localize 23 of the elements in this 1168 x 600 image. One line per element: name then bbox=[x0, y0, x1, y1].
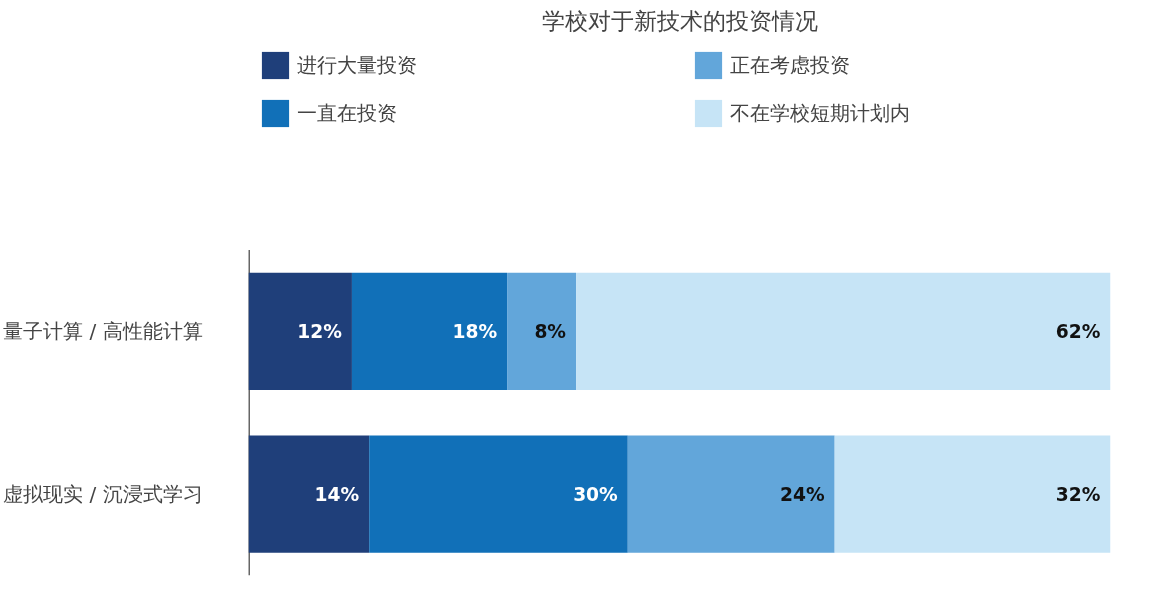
legend-label: 一直在投资 bbox=[297, 99, 398, 127]
data-label: 14% bbox=[314, 483, 360, 505]
bar bbox=[351, 272, 508, 390]
bar bbox=[369, 435, 628, 553]
bar bbox=[627, 435, 835, 553]
y-tick-label: 量子计算 / 高性能计算 bbox=[3, 319, 203, 344]
bar bbox=[248, 272, 352, 390]
data-label: 12% bbox=[297, 320, 343, 342]
legend-label: 正在考虑投资 bbox=[730, 51, 851, 79]
data-label: 18% bbox=[452, 320, 498, 342]
legend-label: 不在学校短期计划内 bbox=[730, 99, 911, 127]
bar bbox=[576, 272, 1111, 390]
bar bbox=[507, 272, 577, 390]
data-label: 32% bbox=[1055, 483, 1101, 505]
data-label: 8% bbox=[534, 320, 567, 342]
legend-label: 进行大量投资 bbox=[297, 51, 418, 79]
data-label: 24% bbox=[780, 483, 825, 505]
y-tick-label: 虚拟现实 / 沉浸式学习 bbox=[3, 482, 203, 507]
bar bbox=[248, 435, 370, 553]
data-label: 62% bbox=[1055, 320, 1101, 342]
bar bbox=[834, 435, 1111, 553]
chart-title: 学校对于新技术的投资情况 bbox=[541, 7, 818, 34]
data-label: 30% bbox=[573, 483, 619, 505]
